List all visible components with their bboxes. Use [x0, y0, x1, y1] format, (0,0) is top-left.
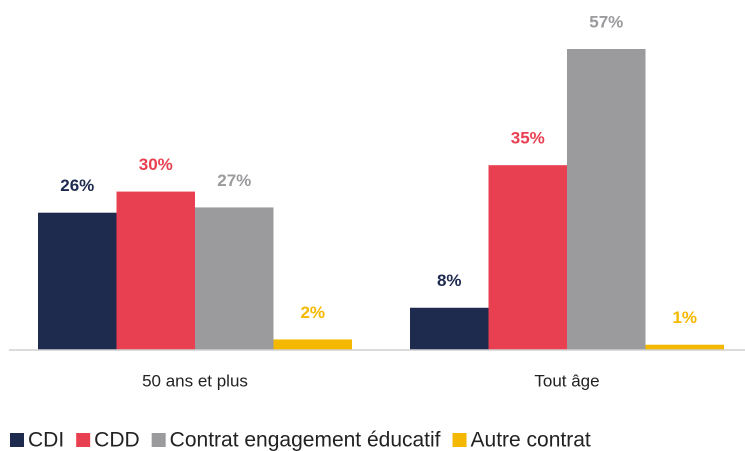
data-label: 2% — [300, 303, 325, 322]
bar — [273, 339, 352, 350]
data-label: 26% — [60, 176, 94, 195]
data-label: 27% — [217, 171, 251, 190]
legend-label: CDD — [94, 429, 140, 451]
legend-label: Contrat engagement éducatif — [170, 429, 441, 451]
bar — [410, 307, 489, 350]
bar — [488, 165, 567, 350]
x-tick-label: Tout âge — [534, 371, 599, 390]
legend-swatch — [10, 433, 24, 447]
legend-label: CDI — [28, 429, 64, 451]
legend-swatch — [76, 433, 91, 447]
bar — [645, 344, 724, 350]
x-tick-label: 50 ans et plus — [142, 371, 248, 390]
data-label: 8% — [437, 271, 462, 290]
data-label: 35% — [511, 129, 545, 148]
bar — [567, 49, 646, 350]
legend-swatch — [452, 433, 467, 447]
data-label: 1% — [672, 308, 697, 327]
bar — [195, 207, 274, 350]
legend-label: Autre contrat — [471, 429, 591, 451]
bar — [116, 191, 195, 350]
legend-swatch — [151, 433, 166, 447]
bar — [38, 212, 117, 350]
data-label: 57% — [589, 12, 623, 31]
data-label: 30% — [139, 155, 173, 174]
